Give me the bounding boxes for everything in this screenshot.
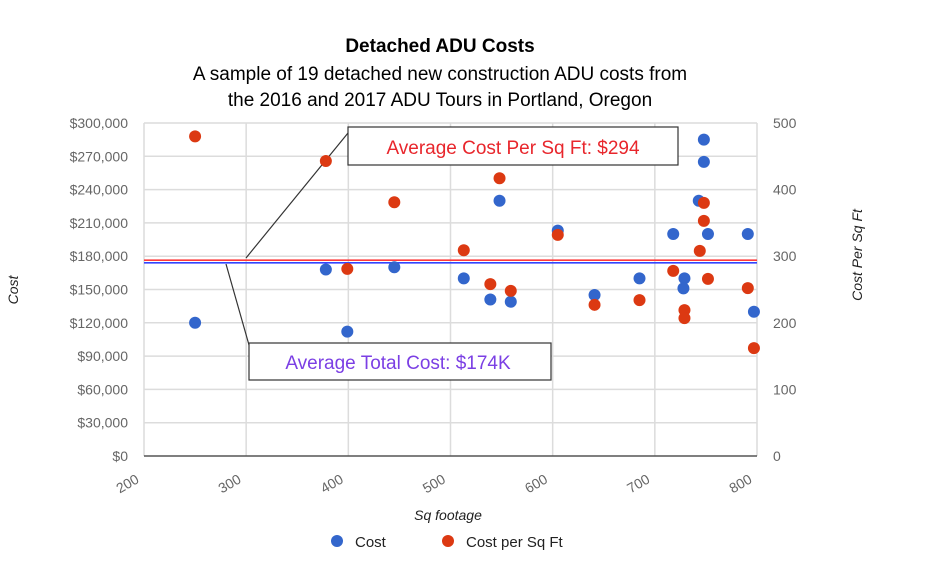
data-point-cost-per-sqft [701,272,714,285]
legend-label-cost: Cost [355,534,387,551]
y2-tick-label: 500 [773,115,797,131]
data-point-cost-per-sqft [319,154,332,167]
y2-tick-label: 100 [773,381,797,397]
data-point-cost [667,228,680,240]
y-tick-label: $240,000 [70,182,129,198]
data-point-cost-per-sqft [633,294,646,307]
data-point-cost-per-sqft [693,244,706,257]
y-tick-label: $30,000 [77,415,128,431]
data-point-cost-per-sqft [588,298,601,311]
x-tick-label: 300 [215,471,243,497]
data-point-cost-per-sqft [504,284,517,297]
data-point-cost [633,272,646,285]
x-axis-label: Sq footage [414,507,482,523]
data-point-cost-per-sqft [747,342,760,355]
y2-tick-label: 400 [773,182,797,198]
data-point-cost [341,325,354,338]
data-point-cost [493,194,506,207]
data-point-cost-per-sqft [667,264,680,277]
data-point-cost [484,293,497,306]
data-point-cost [504,295,517,308]
legend-label-cost-per-sqft: Cost per Sq Ft [466,534,564,551]
x-tick-label: 800 [726,471,754,497]
y2-tick-label: 0 [773,448,781,464]
annotation-text-purple: Average Total Cost: $174K [285,353,511,374]
annotation-leader-purple [225,263,250,346]
annotation-box-purple [248,342,552,381]
data-point-cost [678,272,691,285]
annotation-text-red: Average Cost Per Sq Ft: $294 [386,138,640,159]
data-point-cost [741,228,754,240]
data-point-cost-per-sqft [551,228,564,241]
y2-axis-ticks: 0 100 200 300 400 500 [773,115,797,464]
data-point-cost [677,282,690,295]
data-point-cost [697,155,710,168]
y-axis-label: Cost [5,275,21,305]
data-point-cost [388,261,401,274]
data-point-cost-per-sqft [741,282,754,295]
data-point-cost-per-sqft [697,196,710,209]
data-point-cost [457,272,470,285]
x-tick-label: 700 [624,471,652,497]
data-point-cost-per-sqft [341,262,354,275]
data-point-cost [747,305,760,318]
data-point-cost [697,133,710,146]
annotations: Average Cost Per Sq Ft: $294 Average Tot… [225,126,679,381]
y-tick-label: $180,000 [70,248,129,264]
x-tick-label: 400 [318,471,346,497]
y2-tick-label: 200 [773,315,797,331]
y-tick-label: $210,000 [70,215,129,231]
chart-title: Detached ADU Costs [345,36,534,57]
annotation-box-red [347,126,679,166]
data-point-cost-per-sqft [457,244,470,257]
y-tick-label: $120,000 [70,315,129,331]
y-axis-ticks: $0 $30,000 $60,000 $90,000 $120,000 $150,000 $… [70,115,129,464]
y-tick-label: $0 [112,448,128,464]
data-point-cost [588,289,601,302]
x-axis-ticks: 200 300 400 500 600 700 800 [113,471,754,497]
x-tick-label: 200 [113,471,141,497]
chart-subtitle-line-2: the 2016 and 2017 ADU Tours in Portland,… [228,90,652,111]
data-point-cost [701,228,714,240]
y-tick-label: $270,000 [70,148,129,164]
gridlines [143,122,758,457]
y-tick-label: $150,000 [70,282,129,298]
y-tick-label: $300,000 [70,115,129,131]
data-point-cost [189,316,202,329]
legend-marker-cost [331,535,343,547]
y-tick-label: $60,000 [77,381,128,397]
x-tick-label: 600 [522,471,550,497]
data-point-cost-per-sqft [388,196,401,209]
data-points [189,130,760,355]
x-tick-label: 500 [420,471,448,497]
chart-subtitle-line-1: A sample of 19 detached new construction… [193,64,687,85]
data-point-cost-per-sqft [189,130,202,143]
y-tick-label: $90,000 [77,348,128,364]
data-point-cost-per-sqft [697,214,710,227]
y2-tick-label: 300 [773,248,797,264]
legend-marker-cost-per-sqft [442,535,454,547]
data-point-cost-per-sqft [493,172,506,185]
y2-axis-label: Cost Per Sq Ft [849,208,865,301]
reference-lines [144,259,757,264]
annotation-leader-red [245,132,349,259]
data-point-cost [319,263,332,276]
data-point-cost-per-sqft [484,278,497,291]
data-point-cost-per-sqft [678,312,691,325]
legend: Cost Cost per Sq Ft [331,534,564,551]
